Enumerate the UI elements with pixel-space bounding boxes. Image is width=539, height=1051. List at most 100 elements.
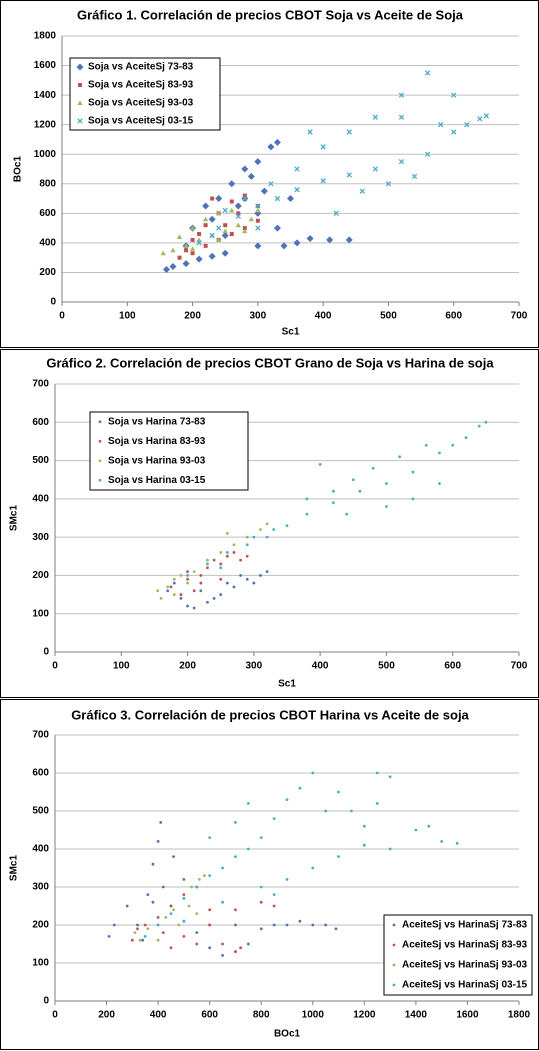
x-tick-label: 700 xyxy=(511,661,528,672)
x-tick-label: 600 xyxy=(201,1010,218,1021)
point xyxy=(385,505,388,508)
point xyxy=(280,242,288,250)
point xyxy=(162,265,170,273)
legend-label: Soja vs AceiteSj 03-15 xyxy=(88,116,194,127)
point xyxy=(222,228,228,234)
point xyxy=(260,187,268,195)
point xyxy=(232,543,236,547)
point xyxy=(239,558,243,562)
point xyxy=(172,908,175,912)
point xyxy=(172,593,176,596)
point xyxy=(252,581,256,585)
x-tick-label: 200 xyxy=(98,1010,115,1021)
point xyxy=(179,597,183,600)
point xyxy=(411,173,418,180)
point xyxy=(259,836,263,839)
point xyxy=(285,524,289,528)
legend-marker xyxy=(78,83,82,87)
y-tick-label: 200 xyxy=(32,570,49,581)
point xyxy=(477,116,483,122)
point xyxy=(451,92,457,98)
point xyxy=(388,775,392,779)
point xyxy=(305,512,309,516)
point xyxy=(235,222,241,228)
point xyxy=(345,512,349,516)
point xyxy=(190,237,195,242)
point xyxy=(159,821,163,824)
point xyxy=(186,577,189,581)
point xyxy=(372,114,379,120)
legend-label: Soja vs AceiteSj 83-93 xyxy=(88,80,194,91)
point xyxy=(166,585,170,589)
point xyxy=(350,809,353,813)
point xyxy=(424,151,431,157)
point xyxy=(225,554,229,558)
x-tick-label: 0 xyxy=(52,1010,58,1021)
y-tick-label: 700 xyxy=(32,730,49,741)
point xyxy=(212,558,216,562)
point xyxy=(234,908,237,912)
legend-marker xyxy=(76,63,84,71)
point xyxy=(311,771,315,775)
point xyxy=(229,199,234,204)
y-tick-label: 800 xyxy=(39,178,56,189)
point xyxy=(225,581,229,585)
point xyxy=(169,585,173,589)
point xyxy=(234,950,237,953)
point xyxy=(212,597,216,600)
x-tick-label: 400 xyxy=(312,661,329,672)
point xyxy=(424,70,431,76)
point xyxy=(272,817,276,820)
point xyxy=(219,593,223,596)
point xyxy=(438,451,441,455)
point xyxy=(324,923,328,927)
y-tick-label: 500 xyxy=(32,455,49,466)
point xyxy=(255,218,260,223)
point xyxy=(208,923,212,927)
point xyxy=(318,463,322,466)
legend-label: AceiteSj vs HarinaSj 03-15 xyxy=(402,980,528,991)
point xyxy=(259,927,263,931)
point xyxy=(186,570,189,573)
point xyxy=(242,226,247,231)
legend-marker xyxy=(98,459,102,463)
point xyxy=(351,478,355,482)
point xyxy=(285,798,289,801)
point xyxy=(208,874,212,877)
y-tick-label: 0 xyxy=(43,996,49,1007)
point xyxy=(272,904,276,908)
point xyxy=(272,893,276,896)
legend-label: Soja vs Harina 03-15 xyxy=(108,475,206,486)
legend-marker xyxy=(98,439,102,443)
point xyxy=(184,248,189,253)
point xyxy=(255,207,261,213)
point xyxy=(219,551,223,554)
point xyxy=(146,927,150,931)
point xyxy=(195,931,199,934)
x-tick-label: 1600 xyxy=(456,1010,479,1021)
point xyxy=(221,249,229,257)
point xyxy=(477,424,481,428)
point xyxy=(160,250,166,256)
point xyxy=(199,589,203,593)
y-tick-label: 1400 xyxy=(34,90,57,101)
point xyxy=(195,885,199,889)
point xyxy=(245,577,249,581)
point xyxy=(215,195,223,203)
y-tick-label: 400 xyxy=(32,493,49,504)
x-tick-label: 0 xyxy=(59,311,65,322)
y-axis-label: BOc1 xyxy=(13,156,24,183)
point xyxy=(265,570,269,573)
point xyxy=(232,551,236,554)
chart-title: Gráfico 1. Correlación de precios CBOT S… xyxy=(77,7,464,22)
x-tick-label: 1200 xyxy=(353,1010,376,1021)
point xyxy=(206,562,209,566)
point xyxy=(324,809,328,813)
point xyxy=(248,216,254,222)
legend-marker xyxy=(392,963,396,967)
point xyxy=(192,570,196,573)
point xyxy=(239,946,243,950)
point xyxy=(130,938,134,942)
point xyxy=(388,847,392,851)
point xyxy=(234,821,237,824)
